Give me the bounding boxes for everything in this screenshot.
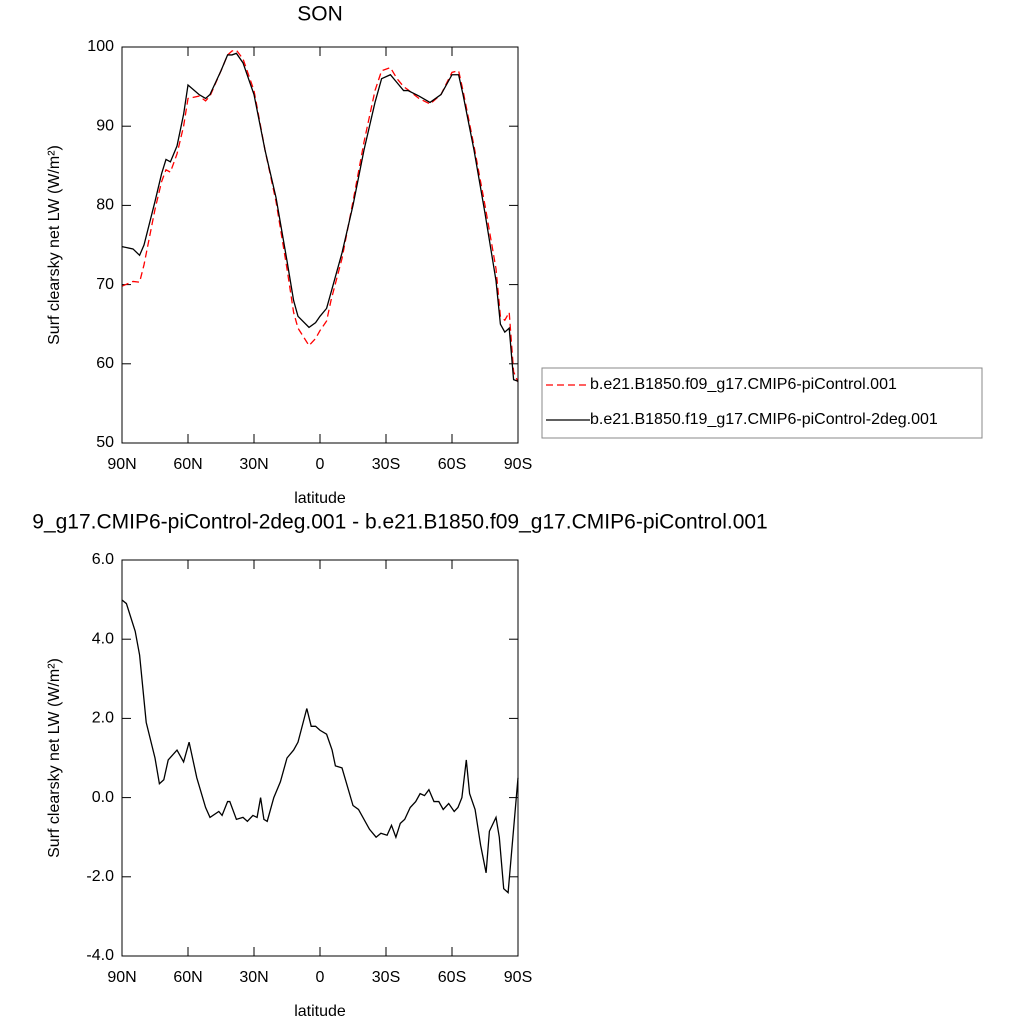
x-tick-label: 90S: [504, 456, 532, 473]
y-axis-label: Surf clearsky net LW (W/m²): [46, 658, 63, 858]
x-tick-label: 60S: [438, 456, 466, 473]
x-tick-label: 30N: [239, 456, 268, 473]
y-tick-label: 90: [96, 117, 114, 134]
y-tick-label: 2.0: [92, 710, 114, 727]
legend-box: [541, 367, 983, 439]
chart-title: SON: [297, 3, 343, 26]
x-tick-label: 60N: [173, 969, 202, 986]
plot-frame: [121, 559, 519, 957]
x-tick-label: 60S: [438, 969, 466, 986]
y-tick-label: 60: [96, 355, 114, 372]
data-line: [121, 599, 519, 894]
y-tick-label: 6.0: [92, 551, 114, 568]
data-line: [121, 49, 519, 383]
legend-label: b.e21.B1850.f09_g17.CMIP6-piControl.001: [590, 376, 897, 393]
y-tick-label: 0.0: [92, 789, 114, 806]
x-tick-label: 30N: [239, 969, 268, 986]
y-tick-label: -2.0: [86, 868, 114, 885]
x-axis-label: latitude: [294, 1003, 346, 1020]
x-tick-label: 30S: [372, 456, 400, 473]
chart-title: 9_g17.CMIP6-piControl-2deg.001 - b.e21.B…: [32, 511, 767, 534]
y-tick-label: 80: [96, 197, 114, 214]
y-tick-label: 70: [96, 276, 114, 293]
legend-label: b.e21.B1850.f19_g17.CMIP6-piControl-2deg…: [590, 411, 938, 428]
y-tick-label: -4.0: [86, 947, 114, 964]
data-line: [121, 52, 519, 382]
y-tick-label: 4.0: [92, 630, 114, 647]
x-tick-label: 90N: [107, 969, 136, 986]
x-tick-label: 0: [316, 456, 325, 473]
plot-frame: [121, 46, 519, 444]
y-axis-label: Surf clearsky net LW (W/m²): [46, 145, 63, 345]
x-axis-label: latitude: [294, 490, 346, 507]
x-tick-label: 90S: [504, 969, 532, 986]
x-tick-label: 0: [316, 969, 325, 986]
x-tick-label: 60N: [173, 456, 202, 473]
x-tick-label: 30S: [372, 969, 400, 986]
y-tick-label: 50: [96, 434, 114, 451]
y-tick-label: 100: [87, 38, 114, 55]
x-tick-label: 90N: [107, 456, 136, 473]
